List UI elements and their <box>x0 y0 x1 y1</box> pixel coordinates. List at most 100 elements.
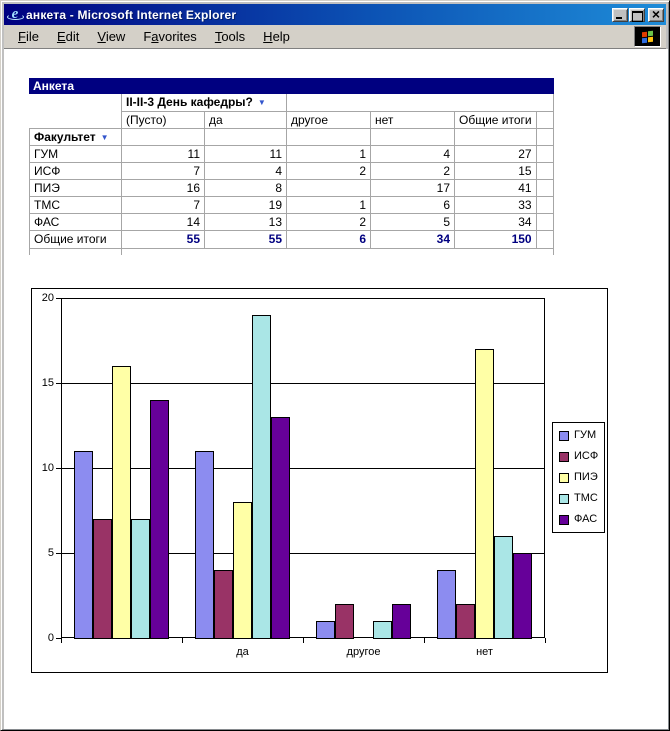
row-label: ТМС <box>29 196 122 214</box>
totals-value-cell: 55 <box>204 230 287 249</box>
row-field-empty-cell <box>454 128 537 146</box>
bar-s4-c4 <box>494 536 513 639</box>
close-button[interactable] <box>648 6 664 22</box>
ie-logo-icon: e <box>7 6 24 23</box>
maximize-button[interactable] <box>629 7 645 22</box>
bar-s2-c3 <box>335 604 354 639</box>
table-row: ИСФ 7 4 2 2 15 <box>29 162 554 180</box>
chart-legend: ГУМ ИСФ ПИЭ ТМС ФАС <box>552 422 606 533</box>
title-bar: e анкета - Microsoft Internet Explorer <box>4 4 666 25</box>
totals-label: Общие итоги <box>29 230 122 249</box>
pivot-banner-row: Анкета <box>29 78 554 94</box>
legend-label-2: ИСФ <box>574 450 599 462</box>
value-cell: 13 <box>204 213 287 231</box>
menu-item-tools[interactable]: Tools <box>214 29 246 44</box>
table-row: ГУМ 11 11 1 4 27 <box>29 145 554 163</box>
value-cell: 34 <box>454 213 537 231</box>
y-tick-label: 5 <box>47 547 54 559</box>
totals-value-cell: 55 <box>121 230 205 249</box>
value-cell: 41 <box>454 179 537 197</box>
x-tick-mark <box>545 638 546 643</box>
row-label: ГУМ <box>29 145 122 163</box>
legend-label-4: ТМС <box>574 492 598 504</box>
menu-item-favorites[interactable]: Favorites <box>143 29 197 44</box>
column-header-spacer <box>535 111 554 129</box>
gridline-15 <box>61 383 545 384</box>
value-cell: 16 <box>121 179 205 197</box>
minimize-button[interactable] <box>612 7 628 22</box>
column-field-label: II-II-3 День кафедры? <box>126 95 253 109</box>
y-tick-label: 10 <box>41 462 54 474</box>
legend-label-1: ГУМ <box>574 429 597 441</box>
bar-s3-c1 <box>112 366 131 639</box>
value-cell: 2 <box>286 162 371 180</box>
row-spacer-cell <box>535 196 554 214</box>
bar-s5-c3 <box>392 604 411 639</box>
row-spacer-cell <box>535 162 554 180</box>
bar-s1-c3 <box>316 621 335 639</box>
value-cell: 19 <box>204 196 287 214</box>
x-tick-mark <box>303 638 304 643</box>
window-title: анкета - Microsoft Internet Explorer <box>26 7 237 22</box>
menu-item-edit[interactable]: Edit <box>56 29 80 44</box>
value-cell: 4 <box>370 145 455 163</box>
row-spacer-cell <box>535 145 554 163</box>
column-header-2: да <box>204 111 287 129</box>
pivot-title: Анкета <box>29 78 554 94</box>
row-field-empty-cell <box>121 128 205 146</box>
value-cell: 11 <box>121 145 205 163</box>
legend-item-4: ТМС <box>559 493 598 504</box>
column-header-3: другое <box>286 111 371 129</box>
legend-swatch-5 <box>559 514 569 525</box>
menu-item-help[interactable]: Help <box>263 29 290 44</box>
pivot-column-field[interactable]: II-II-3 День кафедры? ▼ <box>121 93 287 112</box>
column-header-5: Общие итоги <box>454 111 537 129</box>
x-tick-mark <box>61 638 62 643</box>
menu-item-view[interactable]: View <box>97 29 126 44</box>
value-cell: 1 <box>286 196 371 214</box>
pivot-row-field[interactable]: Факультет ▼ <box>29 128 122 146</box>
legend-item-3: ПИЭ <box>559 472 598 483</box>
row-field-dropdown-icon[interactable]: ▼ <box>100 132 109 142</box>
bar-s1-c1 <box>74 451 93 639</box>
windows-flag-icon <box>642 30 655 44</box>
y-tick-mark <box>56 298 61 299</box>
pivot-field-row: II-II-3 День кафедры? ▼ <box>29 93 554 129</box>
column-field-dropdown-icon[interactable]: ▼ <box>257 98 266 107</box>
row-label: ПИЭ <box>29 179 122 197</box>
value-cell: 7 <box>121 196 205 214</box>
x-tick-mark <box>424 638 425 643</box>
bar-s2-c1 <box>93 519 112 639</box>
page-content: Анкета II-II-3 День кафедры? ▼ (Пусто) да дру… <box>4 49 668 729</box>
row-label: ИСФ <box>29 162 122 180</box>
menu-item-file[interactable]: File <box>18 29 39 44</box>
value-cell: 6 <box>370 196 455 214</box>
bar-s4-c2 <box>252 315 271 639</box>
legend-item-1: ГУМ <box>559 430 598 441</box>
windows-logo-throbber <box>634 26 661 47</box>
value-cell: 1 <box>286 145 371 163</box>
gridline-5 <box>61 553 545 554</box>
bar-s1-c4 <box>437 570 456 639</box>
row-spacer-cell <box>535 179 554 197</box>
row-spacer-cell <box>535 213 554 231</box>
pivot-stub-row <box>29 248 554 255</box>
pivot-column-header-row: (Пусто) да другое нет Общие итоги <box>30 111 554 129</box>
menu-bar: File Edit View Favorites Tools Help <box>4 25 666 49</box>
value-cell: 33 <box>454 196 537 214</box>
y-tick-label: 15 <box>41 377 54 389</box>
value-cell: 2 <box>370 162 455 180</box>
pivot-table: Анкета II-II-3 День кафедры? ▼ (Пусто) да дру… <box>29 78 554 255</box>
gridline-10 <box>61 468 545 469</box>
pivot-totals-row: Общие итоги 55 55 6 34 150 <box>29 230 554 249</box>
value-cell: 27 <box>454 145 537 163</box>
pivot-row-field-row: Факультет ▼ <box>29 128 554 146</box>
bar-s3-c2 <box>233 502 252 639</box>
bar-s5-c2 <box>271 417 290 639</box>
row-field-empty-cell <box>204 128 287 146</box>
bar-s2-c4 <box>456 604 475 639</box>
stub-cell <box>536 248 554 255</box>
row-label: ФАС <box>29 213 122 231</box>
legend-swatch-1 <box>559 430 569 441</box>
row-field-label: Факультет <box>34 129 96 144</box>
